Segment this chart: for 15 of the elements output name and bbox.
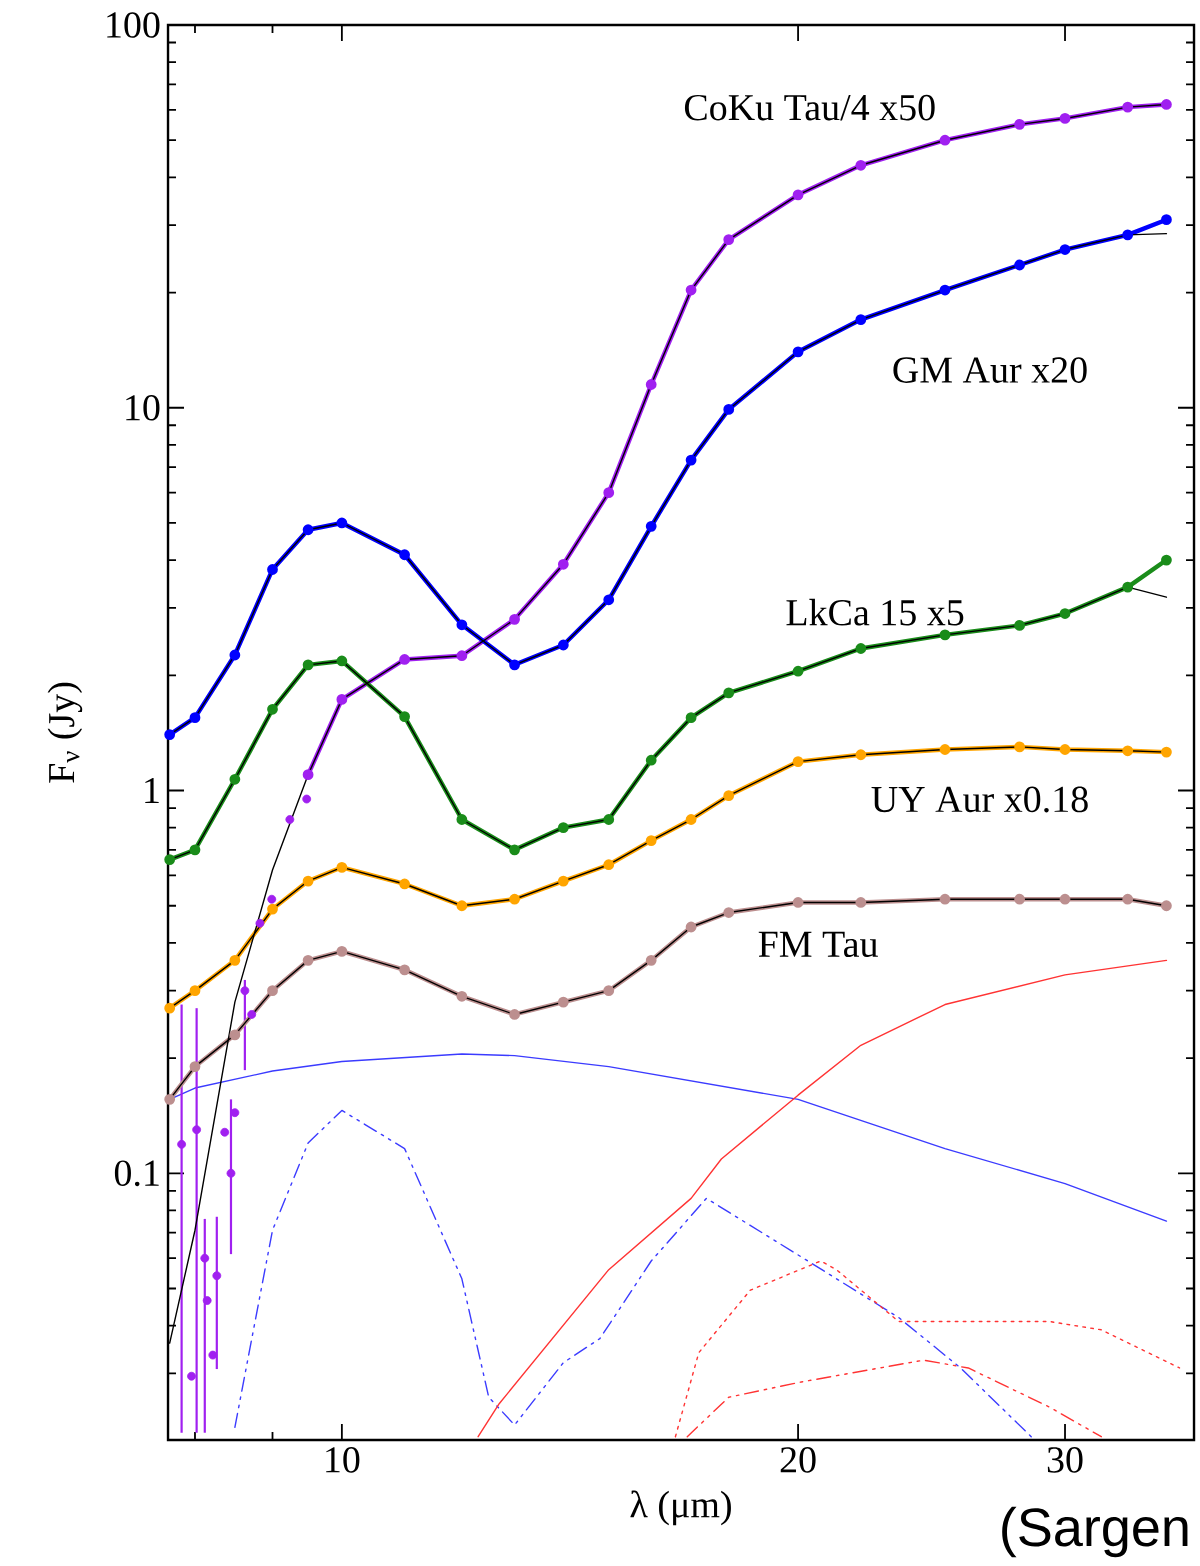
- y-tick-label: 0.1: [114, 1160, 159, 1187]
- y-axis-title: F$_{ν}$ (Jy): [47, 682, 83, 783]
- series-label: GM Aur x20: [893, 357, 1087, 383]
- x-tick-label: 30: [1047, 1447, 1083, 1473]
- series-label: LkCa 15 x5: [786, 598, 964, 626]
- x-axis-title: λ (μm): [630, 1490, 731, 1526]
- y-tick-label: 1: [145, 778, 159, 804]
- y-tick-label: 100: [107, 12, 160, 38]
- text: (Sargen: [1002, 1506, 1188, 1558]
- y-tick-label: 10: [126, 394, 160, 421]
- series-label: CoKu Tau/4 x50: [684, 94, 935, 121]
- series-label: UY Aur x0.18: [871, 786, 1088, 813]
- series-label: FM Tau: [758, 931, 878, 958]
- x-tick-label: 10: [326, 1447, 360, 1473]
- x-tick-label: 20: [780, 1447, 816, 1473]
